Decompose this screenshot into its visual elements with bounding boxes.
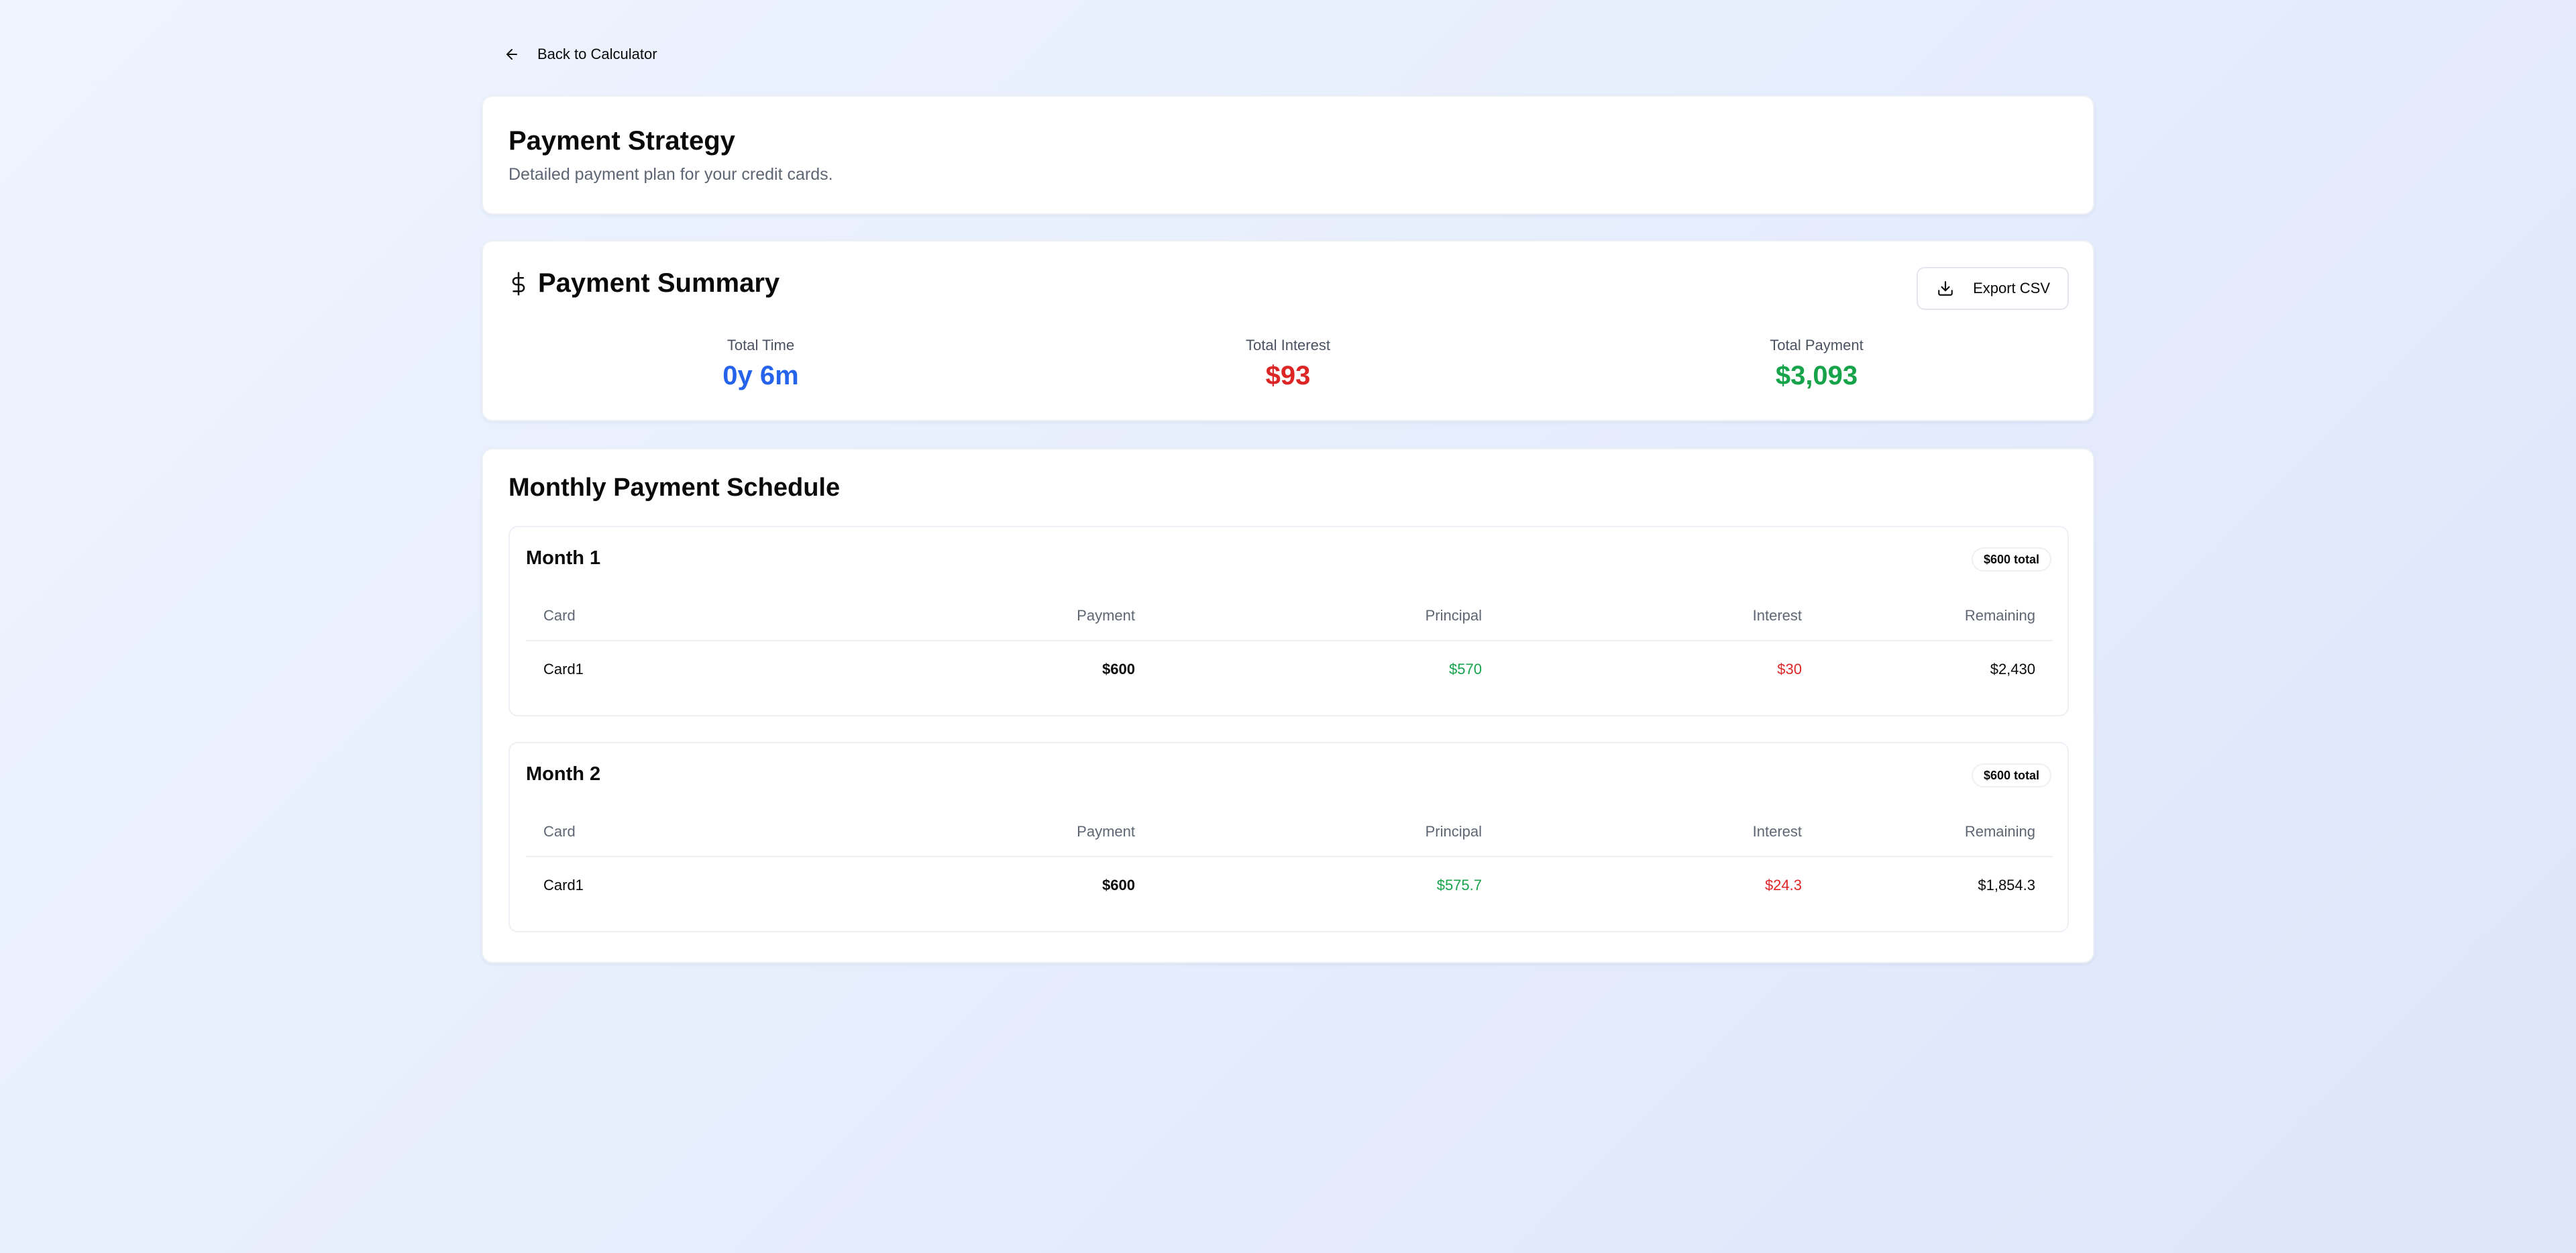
stat-total-payment: Total Payment $3,093	[1682, 337, 1951, 391]
column-header-card: Card	[526, 808, 796, 857]
page-subtitle: Detailed payment plan for your credit ca…	[508, 165, 833, 184]
cell-principal: $570	[1449, 661, 1482, 677]
month-total-badge: $600 total	[1971, 547, 2051, 571]
export-csv-button[interactable]: Export CSV	[1917, 267, 2069, 310]
cell-payment: $600	[1102, 661, 1135, 677]
page-header-card: Payment Strategy Detailed payment plan f…	[482, 95, 2094, 215]
summary-title: Payment Summary	[538, 268, 780, 298]
stat-label: Total Payment	[1770, 337, 1864, 353]
table-header-row: Card Payment Principal Interest Remainin…	[526, 808, 2053, 857]
cell-remaining: $1,854.3	[1978, 877, 2035, 893]
cell-interest: $30	[1777, 661, 1802, 677]
schedule-title: Monthly Payment Schedule	[508, 474, 841, 502]
cell-payment: $600	[1102, 877, 1135, 893]
stat-label: Total Time	[727, 337, 795, 353]
stat-value: 0y 6m	[722, 361, 799, 390]
stat-label: Total Interest	[1246, 337, 1330, 353]
arrow-left-icon	[504, 46, 520, 62]
cell-card: Card1	[543, 661, 584, 677]
month-title: Month 1	[526, 547, 601, 569]
column-header-interest: Interest	[1499, 808, 1819, 857]
month-title: Month 2	[526, 763, 601, 785]
dollar-sign-icon	[508, 271, 529, 296]
back-to-calculator-link[interactable]: Back to Calculator	[494, 38, 667, 71]
cell-card: Card1	[543, 877, 584, 893]
export-csv-label: Export CSV	[1973, 280, 2050, 296]
table-row: Card1 $600 $570 $30 $2,430	[526, 641, 2053, 698]
stat-total-interest: Total Interest $93	[1154, 337, 1422, 391]
column-header-principal: Principal	[1152, 808, 1499, 857]
cell-remaining: $2,430	[1990, 661, 2035, 677]
stat-total-time: Total Time 0y 6m	[627, 337, 895, 391]
month-payment-table: Card Payment Principal Interest Remainin…	[526, 808, 2053, 914]
column-header-payment: Payment	[796, 808, 1152, 857]
column-header-principal: Principal	[1152, 592, 1499, 641]
column-header-card: Card	[526, 592, 796, 641]
column-header-payment: Payment	[796, 592, 1152, 641]
column-header-interest: Interest	[1499, 592, 1819, 641]
monthly-schedule-card: Monthly Payment Schedule Month 1 $600 to…	[482, 448, 2094, 963]
month-total-badge: $600 total	[1971, 763, 2051, 787]
payment-summary-card: Payment Summary Export CSV Total Time 0y…	[482, 240, 2094, 421]
summary-heading: Payment Summary	[508, 268, 780, 298]
column-header-remaining: Remaining	[1819, 808, 2053, 857]
page-title: Payment Strategy	[508, 126, 735, 156]
download-icon	[1937, 280, 1954, 297]
month-payment-table: Card Payment Principal Interest Remainin…	[526, 592, 2053, 698]
table-header-row: Card Payment Principal Interest Remainin…	[526, 592, 2053, 641]
table-row: Card1 $600 $575.7 $24.3 $1,854.3	[526, 857, 2053, 914]
cell-interest: $24.3	[1764, 877, 1802, 893]
stat-value: $93	[1265, 361, 1311, 390]
cell-principal: $575.7	[1436, 877, 1482, 893]
stat-value: $3,093	[1775, 361, 1858, 390]
column-header-remaining: Remaining	[1819, 592, 2053, 641]
back-link-label: Back to Calculator	[537, 46, 657, 62]
month-card: Month 1 $600 total Card Payment Principa…	[508, 526, 2069, 716]
month-card: Month 2 $600 total Card Payment Principa…	[508, 742, 2069, 932]
